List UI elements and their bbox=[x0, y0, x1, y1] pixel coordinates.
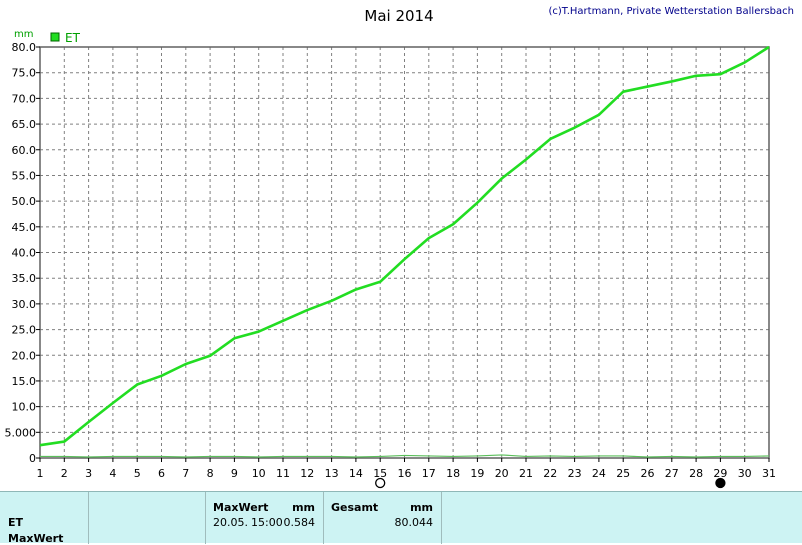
total-unit: mm bbox=[410, 501, 433, 514]
x-tick-label: 22 bbox=[543, 467, 557, 480]
y-tick-label: 40.0 bbox=[12, 247, 37, 260]
y-tick-label: 0 bbox=[29, 452, 36, 465]
x-tick-label: 18 bbox=[446, 467, 460, 480]
x-tick-label: 4 bbox=[109, 467, 116, 480]
x-tick-label: 11 bbox=[276, 467, 290, 480]
x-tick-label: 14 bbox=[349, 467, 363, 480]
y-tick-label: 20.0 bbox=[12, 349, 37, 362]
y-tick-label: 35.0 bbox=[12, 272, 37, 285]
y-tick-label: 30.0 bbox=[12, 298, 37, 311]
chart-credit: (c)T.Hartmann, Private Wetterstation Bal… bbox=[548, 6, 794, 17]
y-axis-unit-label: mm bbox=[14, 29, 33, 40]
y-tick-label: 65.0 bbox=[12, 118, 37, 131]
y-tick-label: 75.0 bbox=[12, 67, 37, 80]
x-tick-label: 25 bbox=[616, 467, 630, 480]
x-tick-label: 30 bbox=[738, 467, 752, 480]
info-label-column: ET MaxWert bbox=[0, 492, 89, 544]
x-tick-label: 17 bbox=[422, 467, 436, 480]
total-header: Gesamt bbox=[331, 501, 378, 514]
x-tick-label: 20 bbox=[495, 467, 509, 480]
x-tick-label: 31 bbox=[762, 467, 776, 480]
new-moon-icon bbox=[716, 479, 725, 488]
x-tick-label: 8 bbox=[207, 467, 214, 480]
max-header: MaxWert bbox=[213, 501, 268, 514]
total-value: 80.044 bbox=[395, 516, 434, 529]
x-tick-label: 6 bbox=[158, 467, 165, 480]
max-date: 20.05. bbox=[213, 516, 248, 529]
x-tick-label: 10 bbox=[252, 467, 266, 480]
y-tick-label: 45.0 bbox=[12, 221, 37, 234]
x-tick-label: 2 bbox=[61, 467, 68, 480]
chart: Mai 2014 (c)T.Hartmann, Private Wetterst… bbox=[0, 0, 802, 491]
x-tick-label: 16 bbox=[398, 467, 412, 480]
x-tick-label: 7 bbox=[182, 467, 189, 480]
y-tick-label: 5.000 bbox=[5, 426, 37, 439]
info-panel: ET MaxWert MaxWert mm 20.05. 15:00 0.584… bbox=[0, 491, 802, 543]
x-tick-label: 3 bbox=[85, 467, 92, 480]
x-tick-label: 5 bbox=[134, 467, 141, 480]
y-tick-label: 50.0 bbox=[12, 195, 37, 208]
max-value: 0.584 bbox=[284, 516, 316, 529]
full-moon-icon bbox=[376, 479, 385, 488]
y-tick-label: 55.0 bbox=[12, 169, 37, 182]
y-tick-label: 80.0 bbox=[12, 41, 37, 54]
x-tick-label: 1 bbox=[37, 467, 44, 480]
chart-title: Mai 2014 bbox=[364, 7, 433, 25]
x-tick-label: 9 bbox=[231, 467, 238, 480]
info-row-label-et: ET bbox=[8, 516, 23, 529]
y-tick-label: 25.0 bbox=[12, 324, 37, 337]
legend-swatch-et bbox=[51, 33, 59, 41]
max-time: 15:00 bbox=[251, 516, 283, 529]
y-tick-label: 15.0 bbox=[12, 375, 37, 388]
x-tick-label: 12 bbox=[300, 467, 314, 480]
x-tick-label: 23 bbox=[568, 467, 582, 480]
legend-label-et: ET bbox=[65, 31, 81, 45]
y-tick-label: 60.0 bbox=[12, 144, 37, 157]
info-empty-column bbox=[88, 492, 206, 544]
x-tick-label: 24 bbox=[592, 467, 606, 480]
info-row-label-maxwert: MaxWert bbox=[8, 532, 63, 545]
x-tick-label: 26 bbox=[641, 467, 655, 480]
max-unit: mm bbox=[292, 501, 315, 514]
x-tick-label: 21 bbox=[519, 467, 533, 480]
y-tick-label: 70.0 bbox=[12, 92, 37, 105]
x-tick-label: 27 bbox=[665, 467, 679, 480]
info-max-column: MaxWert mm 20.05. 15:00 0.584 bbox=[205, 492, 324, 544]
y-tick-label: 10.0 bbox=[12, 401, 37, 414]
x-tick-label: 13 bbox=[325, 467, 339, 480]
x-tick-label: 28 bbox=[689, 467, 703, 480]
info-total-column: Gesamt mm 80.044 bbox=[323, 492, 442, 544]
x-tick-label: 19 bbox=[470, 467, 484, 480]
